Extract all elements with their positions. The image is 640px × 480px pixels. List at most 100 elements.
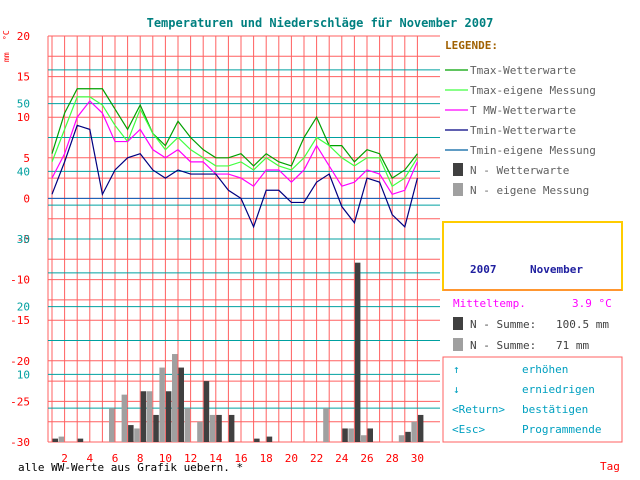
sum-ww-swatch	[453, 317, 463, 330]
legend-item: N - eigene Messung	[453, 183, 589, 197]
x-tick-label: 12	[184, 452, 197, 465]
control-down[interactable]: ↓ erniedrigen	[453, 383, 595, 396]
legend-swatch-box	[453, 183, 463, 196]
y-tick-label-temperature: -30	[10, 436, 30, 449]
y-tick-label-precipitation: 20	[17, 301, 30, 314]
legend-panel: LEGENDE: Tmax-Wetterwarte Tmax-eigene Mes…	[445, 39, 596, 197]
bar-weather-station	[52, 438, 58, 442]
y-tick-label-temperature: -5	[17, 233, 30, 246]
bar-weather-station	[405, 431, 411, 442]
mean-temp-label: Mitteltemp.	[453, 297, 526, 310]
y-tick-label-temperature: -25	[10, 395, 30, 408]
control-down-action: erniedrigen	[522, 383, 595, 396]
control-return-key: <Return>	[452, 403, 505, 416]
y-tick-label-temperature: 15	[17, 71, 30, 84]
y-tick-label-temperature: -15	[10, 314, 30, 327]
x-tick-label: 2	[61, 452, 68, 465]
bar-weather-station	[153, 414, 159, 442]
legend-label: N - Wetterwarte	[470, 164, 569, 177]
grid	[47, 35, 440, 443]
x-axis-labels: 2 4 6 8 10 12 14 16 18 20 22 24 26 28 30	[61, 452, 424, 465]
x-tick-label: 10	[159, 452, 172, 465]
sum-own-swatch	[453, 338, 463, 351]
series-line	[51, 124, 418, 229]
bar-weather-station	[228, 414, 235, 442]
x-tick-label: 18	[260, 452, 273, 465]
bar-weather-station	[203, 381, 210, 442]
x-tick-label: 14	[209, 452, 223, 465]
control-down-key: ↓	[453, 383, 460, 396]
legend-item: T MW-Wetterwarte	[445, 104, 576, 117]
period-box	[442, 221, 623, 291]
bar-own-measurement	[323, 408, 329, 442]
legend-label: Tmax-Wetterwarte	[470, 64, 576, 77]
sum-own-value: 71 mm	[556, 339, 589, 352]
control-return-action: bestätigen	[522, 403, 588, 416]
legend-heading: LEGENDE:	[445, 39, 498, 52]
control-up[interactable]: ↑ erhöhen	[453, 363, 568, 376]
bar-own-measurement	[134, 428, 140, 442]
bar-own-measurement	[348, 428, 354, 442]
legend-swatch-box	[453, 163, 463, 176]
bar-weather-station	[266, 436, 273, 442]
bar-weather-station	[354, 262, 361, 442]
x-tick-label: 6	[112, 452, 119, 465]
y-tick-label-temperature: 10	[17, 111, 30, 124]
bar-weather-station	[342, 428, 348, 442]
bar-weather-station	[254, 438, 260, 442]
control-return[interactable]: <Return> bestätigen	[452, 403, 588, 416]
bar-own-measurement	[184, 408, 191, 442]
bar-weather-station	[128, 425, 134, 442]
x-tick-label: 4	[86, 452, 93, 465]
control-esc[interactable]: <Esc> Programmende	[452, 423, 601, 436]
controls-box	[442, 356, 623, 443]
legend-label: Tmin-eigene Messung	[470, 144, 596, 157]
y-unit-celsius: °C	[2, 30, 11, 40]
bar-own-measurement	[398, 435, 405, 442]
series-line	[51, 96, 418, 188]
y-tick-label-temperature: -10	[10, 274, 30, 287]
series-line	[51, 100, 418, 196]
chart-title: Temperaturen und Niederschläge für Novem…	[147, 16, 494, 30]
series-line	[51, 88, 418, 179]
y-tick-label-precipitation: 10	[17, 368, 30, 381]
y-tick-label-temperature: 0	[23, 192, 30, 205]
bar-weather-station	[140, 391, 147, 442]
bar-own-measurement	[209, 414, 216, 442]
x-tick-label: 16	[234, 452, 247, 465]
bar-own-measurement	[109, 408, 115, 442]
period-year: 2007	[470, 263, 497, 276]
x-tick-label: 28	[386, 452, 399, 465]
bar-own-measurement	[172, 354, 178, 442]
bar-weather-station	[367, 428, 373, 442]
temperature-lines	[51, 88, 418, 229]
bar-own-measurement	[146, 391, 153, 442]
y-tick-label-temperature: -20	[10, 355, 30, 368]
mean-temp-value: 3.9 °C	[572, 297, 612, 310]
legend-label: Tmax-eigene Messung	[470, 84, 596, 97]
bar-own-measurement	[58, 436, 65, 442]
y-tick-label-precipitation: 40	[17, 165, 30, 178]
precipitation-bars	[52, 262, 424, 442]
legend-label: T MW-Wetterwarte	[470, 104, 576, 117]
bar-own-measurement	[361, 435, 367, 442]
x-tick-label: 26	[360, 452, 373, 465]
sum-ww-value: 100.5 mm	[556, 318, 609, 331]
bar-weather-station	[77, 438, 84, 442]
y-tick-label-temperature: 5	[23, 152, 30, 165]
x-tick-label: 22	[310, 452, 323, 465]
x-unit-label: Tag	[600, 460, 620, 473]
x-tick-label: 8	[137, 452, 144, 465]
x-tick-label: 30	[411, 452, 424, 465]
bar-own-measurement	[159, 367, 165, 442]
bar-weather-station	[216, 414, 222, 442]
bar-own-measurement	[121, 394, 128, 442]
control-esc-key: <Esc>	[452, 423, 485, 436]
legend-items: Tmax-Wetterwarte Tmax-eigene Messung T MW-…	[445, 64, 596, 197]
footer-text: alle WW-Werte aus Grafik uebern. *	[18, 461, 243, 474]
bar-weather-station	[178, 367, 184, 442]
sum-ww-label: N - Summe:	[470, 318, 536, 331]
